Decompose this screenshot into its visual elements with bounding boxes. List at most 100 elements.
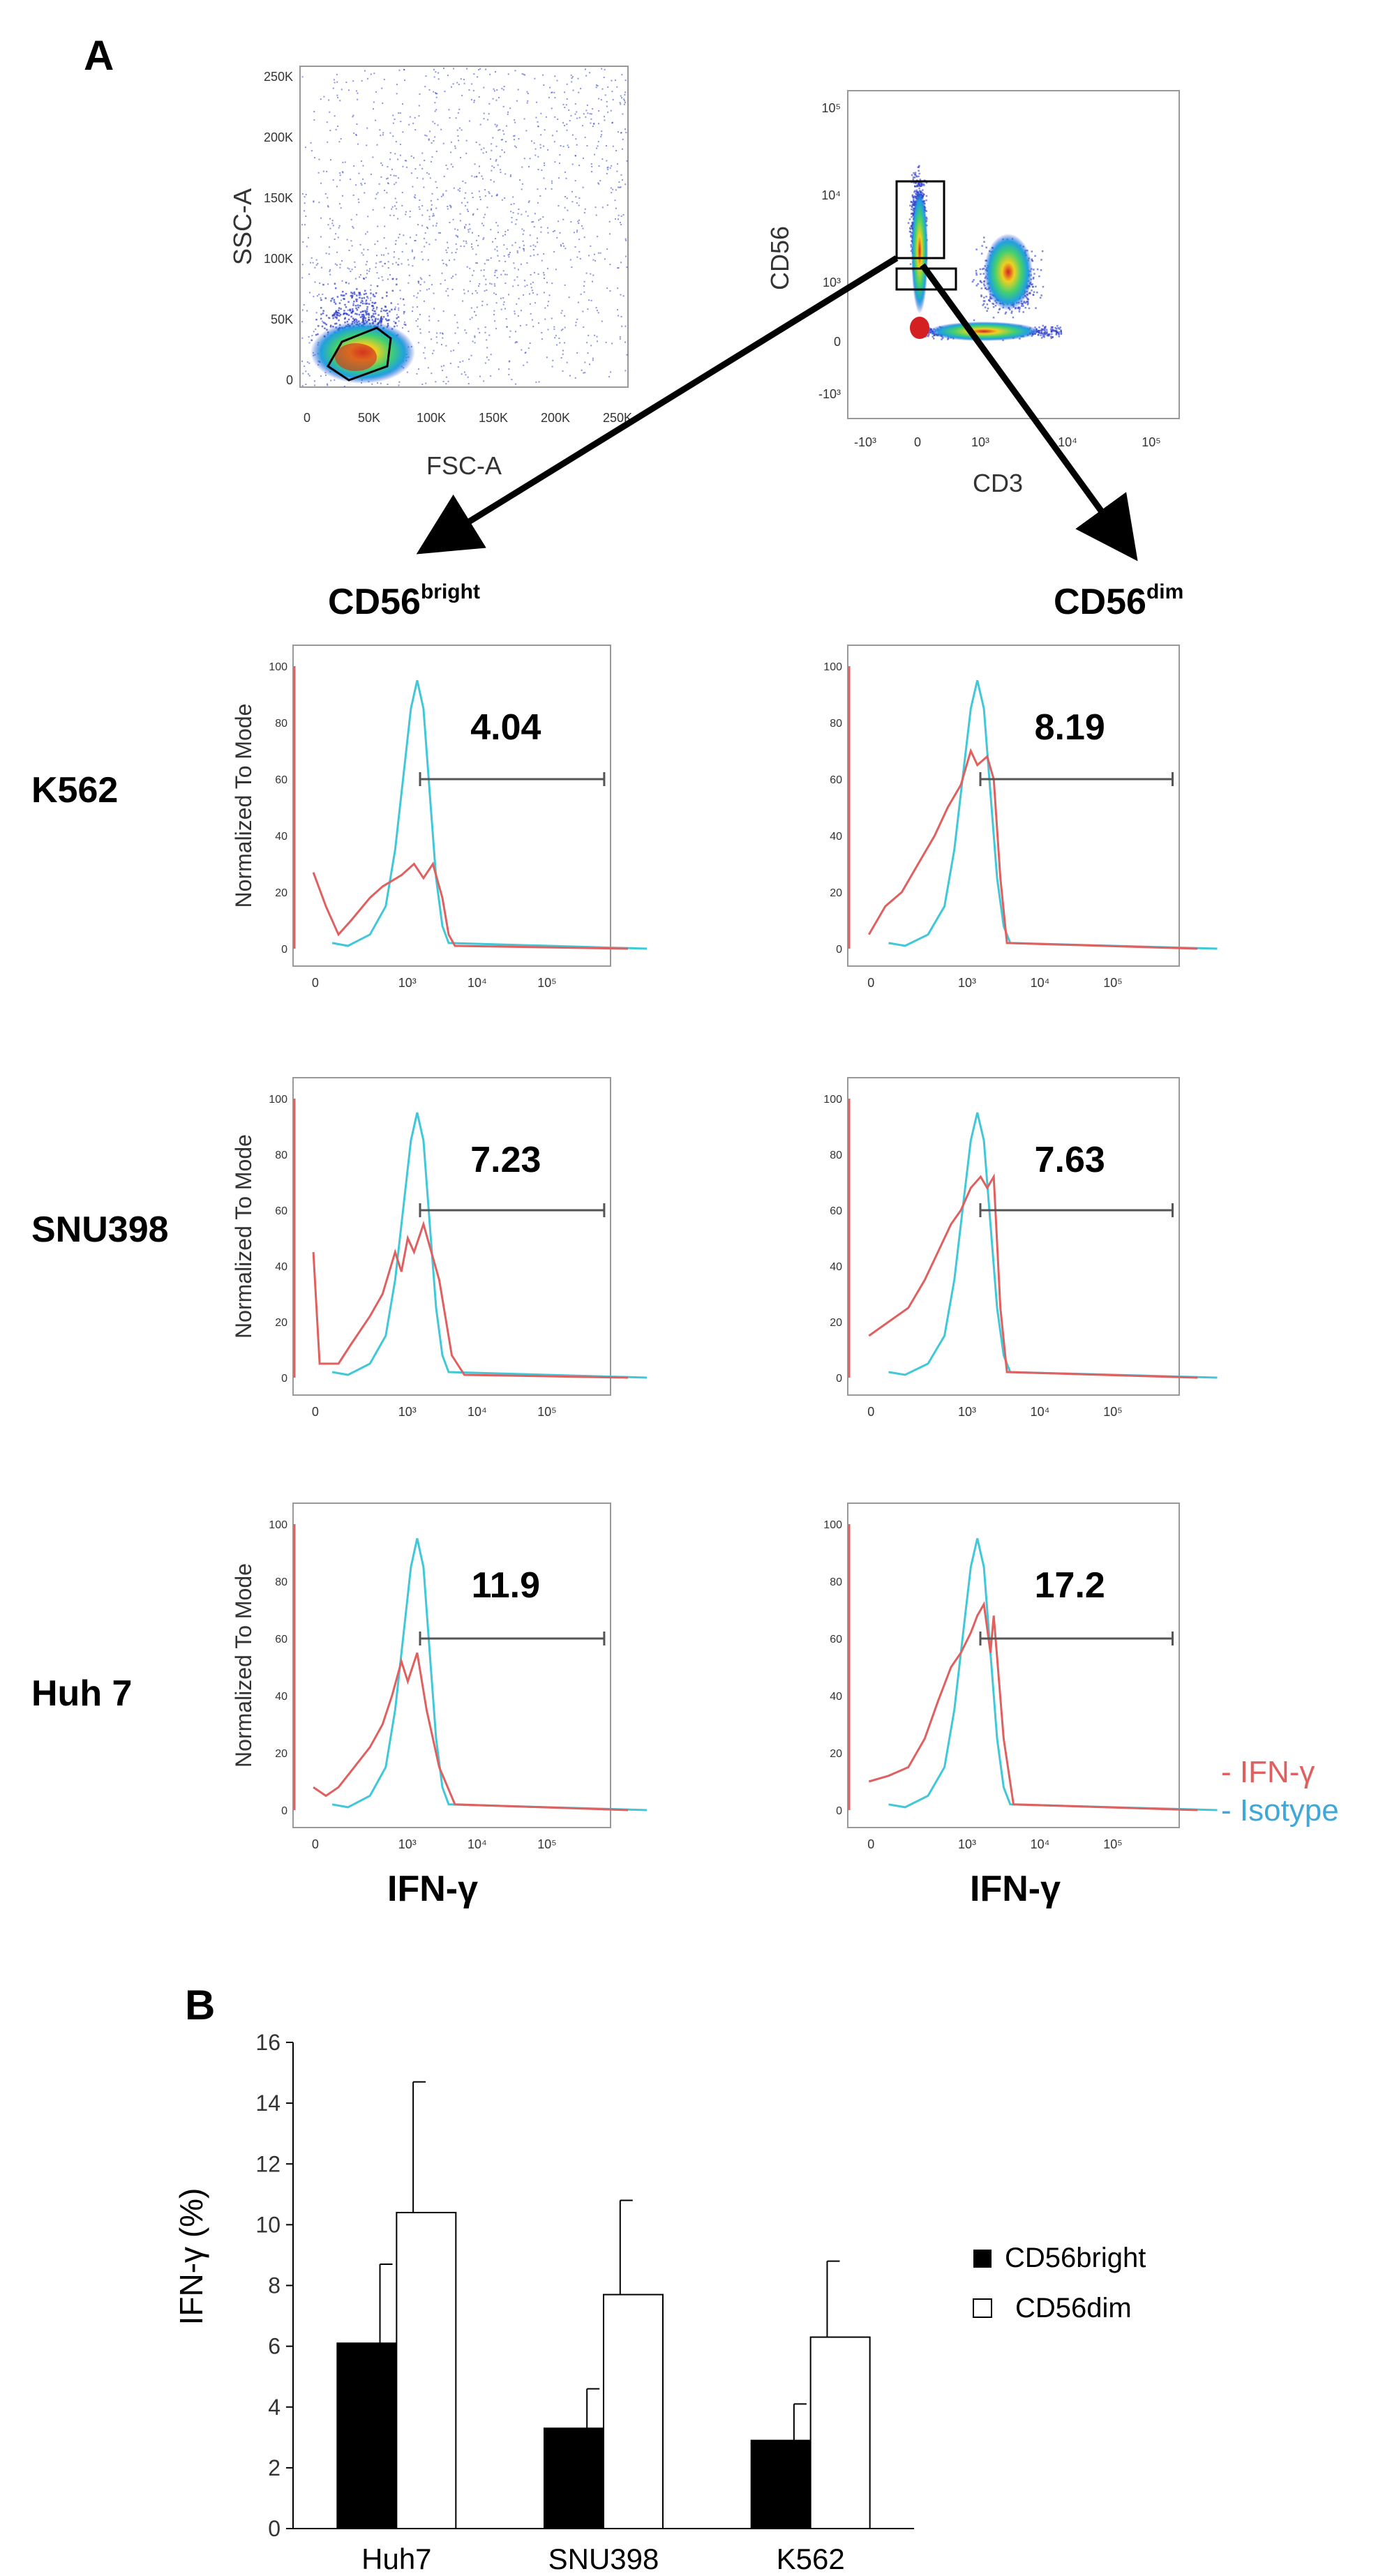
fsc-tick-label: 250K xyxy=(603,411,632,425)
scatter-event xyxy=(315,312,317,314)
scatter-event xyxy=(478,235,479,237)
scatter-event xyxy=(571,81,573,83)
hist-x-tick-label: 10⁵ xyxy=(1103,1405,1122,1419)
scatter-event xyxy=(533,142,535,144)
scatter-event xyxy=(997,311,999,314)
scatter-event xyxy=(414,239,417,241)
scatter-event xyxy=(454,228,456,230)
scatter-event xyxy=(620,174,622,176)
scatter-event xyxy=(918,170,920,172)
scatter-event xyxy=(500,172,502,174)
scatter-event xyxy=(466,68,468,70)
scatter-event xyxy=(375,262,377,264)
scatter-event xyxy=(503,244,505,246)
scatter-event xyxy=(472,214,474,216)
scatter-event xyxy=(1040,269,1042,271)
scatter-event xyxy=(1034,326,1036,329)
scatter-event xyxy=(338,319,340,322)
scatter-event xyxy=(359,311,362,313)
scatter-event xyxy=(510,174,511,176)
row-label-snu398: SNU398 xyxy=(31,1210,169,1250)
scatter-event xyxy=(1023,301,1025,303)
scatter-event xyxy=(413,196,415,198)
scatter-event xyxy=(345,312,348,315)
scatter-event xyxy=(381,276,383,278)
scatter-event xyxy=(485,278,487,280)
scatter-event xyxy=(1058,328,1061,330)
scatter-event xyxy=(583,211,585,213)
scatter-event xyxy=(484,290,486,292)
scatter-event xyxy=(570,221,572,223)
scatter-event xyxy=(620,186,622,188)
scatter-event xyxy=(606,160,608,162)
scatter-event xyxy=(398,69,401,71)
scatter-event xyxy=(1050,336,1052,338)
scatter-event xyxy=(358,313,361,316)
scatter-event xyxy=(329,271,331,273)
scatter-event xyxy=(446,376,447,378)
scatter-event xyxy=(366,127,368,129)
histogram-frame xyxy=(847,645,1180,967)
scatter-event xyxy=(504,308,506,310)
scatter-event xyxy=(330,324,332,326)
scatter-event xyxy=(374,319,377,321)
scatter-event xyxy=(449,116,451,119)
scatter-event xyxy=(349,310,352,312)
scatter-event xyxy=(486,289,488,291)
scatter-event xyxy=(475,262,477,264)
scatter-event xyxy=(534,77,536,80)
scatter-event xyxy=(362,178,364,180)
scatter-event xyxy=(419,164,421,166)
scatter-event xyxy=(417,318,419,320)
scatter-event xyxy=(325,315,328,317)
scatter-event xyxy=(456,322,458,324)
scatter-event xyxy=(327,283,329,285)
scatter-event xyxy=(529,293,530,295)
scatter-event xyxy=(416,372,418,375)
scatter-event xyxy=(498,260,500,262)
scatter-event xyxy=(566,83,568,85)
scatter-event xyxy=(619,336,621,338)
scatter-event xyxy=(922,183,925,186)
scatter-event xyxy=(459,213,461,215)
scatter-event xyxy=(599,252,601,254)
scatter-event xyxy=(359,296,361,299)
scatter-event xyxy=(921,183,923,186)
scatter-event xyxy=(421,205,424,206)
scatter-event xyxy=(381,87,383,89)
scatter-event xyxy=(520,263,522,265)
scatter-event xyxy=(571,76,574,77)
scatter-event xyxy=(327,197,329,199)
scatter-event xyxy=(918,187,920,190)
scatter-event xyxy=(320,317,322,320)
scatter-event xyxy=(1058,336,1060,338)
scatter-event xyxy=(387,253,389,255)
scatter-event xyxy=(405,213,407,216)
scatter-event xyxy=(1028,307,1031,310)
scatter-event xyxy=(311,150,313,152)
scatter-event xyxy=(366,144,368,146)
scatter-event xyxy=(551,283,553,285)
scatter-event xyxy=(986,310,988,312)
scatter-event xyxy=(442,193,444,195)
scatter-event xyxy=(394,251,395,253)
scatter-event xyxy=(457,189,459,191)
scatter-event xyxy=(460,157,462,158)
hist-y-tick-label: 100 xyxy=(823,1094,842,1106)
scatter-event xyxy=(311,257,313,259)
scatter-event xyxy=(914,186,917,188)
scatter-event xyxy=(580,293,582,295)
scatter-event xyxy=(449,222,451,223)
scatter-event xyxy=(609,233,611,235)
scatter-event xyxy=(480,269,482,271)
scatter-event xyxy=(305,216,307,217)
scatter-event xyxy=(911,204,913,206)
scatter-event xyxy=(373,302,375,305)
scatter-event xyxy=(551,91,553,93)
scatter-event xyxy=(982,303,985,305)
scatter-event xyxy=(523,250,525,252)
scatter-event xyxy=(508,374,510,376)
scatter-event xyxy=(337,236,339,239)
scatter-event xyxy=(911,195,914,197)
scatter-event xyxy=(618,186,620,188)
